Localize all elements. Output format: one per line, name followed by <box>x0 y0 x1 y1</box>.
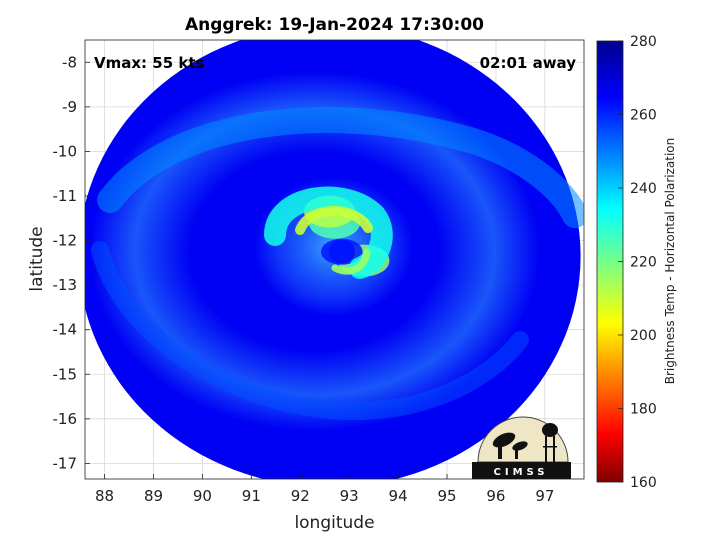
x-tick-label: 93 <box>340 487 359 505</box>
colorbar-tick-label: 280 <box>630 34 657 50</box>
time-offset-annotation: 02:01 away <box>480 54 577 72</box>
logo-text: CIMSS <box>494 467 549 478</box>
y-tick-label: -9 <box>62 98 77 116</box>
x-tick-label: 96 <box>486 487 505 505</box>
y-tick-label: -8 <box>62 53 77 71</box>
axes-frame <box>84 39 585 480</box>
x-tick-label: 88 <box>95 487 114 505</box>
outer-band-south <box>91 241 529 420</box>
colorbar-tick-label: 260 <box>630 108 657 124</box>
y-tick-label: -17 <box>53 454 78 472</box>
colorbar-tick-label: 240 <box>630 181 657 197</box>
chart-title: Anggrek: 19-Jan-2024 17:30:00 <box>185 15 484 35</box>
x-tick-label: 97 <box>535 487 554 505</box>
x-tick-label: 91 <box>242 487 261 505</box>
x-tick-label: 95 <box>437 487 456 505</box>
colorbar-label: Brightness Temp - Horizontal Polarizatio… <box>663 138 677 385</box>
outer-band-north <box>97 107 584 228</box>
y-tick-label: -12 <box>53 232 78 250</box>
x-tick-label: 90 <box>193 487 212 505</box>
cimss-logo: CIMSS <box>472 416 571 479</box>
x-tick-label: 89 <box>144 487 163 505</box>
y-tick-label: -15 <box>53 365 78 383</box>
y-axis-label: latitude <box>27 226 47 291</box>
logo-tower <box>542 423 558 462</box>
eyewall-arc-outer <box>264 186 393 279</box>
vmax-annotation: Vmax: 55 kts <box>94 54 204 72</box>
colorbar: 280 260 240 220 200 180 160 Brightness Temp - … <box>596 34 677 491</box>
storm-eye <box>328 239 355 264</box>
y-tick-label: -14 <box>53 321 78 339</box>
y-tick-label: -10 <box>53 142 78 160</box>
logo-banner <box>472 462 571 479</box>
y-tick-label: -16 <box>53 410 78 428</box>
colorbar-tick-label: 220 <box>630 255 657 271</box>
logo-dish <box>492 432 528 459</box>
colorbar-ticks: 280 260 240 220 200 180 160 <box>618 34 657 491</box>
brightness-temp-swath <box>85 40 584 479</box>
x-axis-label: longitude <box>294 513 374 533</box>
colorbar-tick-label: 160 <box>630 475 657 491</box>
x-tick-label: 94 <box>389 487 408 505</box>
y-tick-label: -11 <box>53 187 78 205</box>
y-tick-label: -13 <box>53 276 78 294</box>
x-tick-label: 92 <box>291 487 310 505</box>
x-axis-ticks: 88 89 90 91 92 93 94 95 96 97 <box>95 474 554 505</box>
y-axis-ticks: -8 -9 -10 -11 -12 -13 -14 -15 -16 -17 <box>53 53 90 472</box>
eyewall-arc-inner <box>295 206 373 235</box>
colorbar-tick-label: 200 <box>630 328 657 344</box>
colorbar-tick-label: 180 <box>630 402 657 418</box>
eyewall-arc-southeast <box>331 248 371 275</box>
